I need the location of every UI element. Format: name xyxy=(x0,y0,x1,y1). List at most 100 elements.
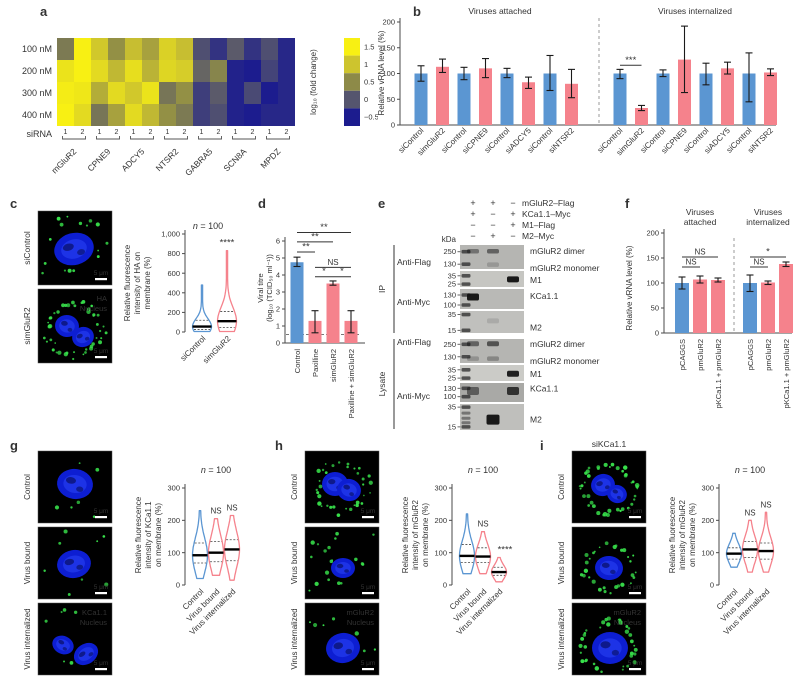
heatmap-cell xyxy=(91,60,108,82)
sirna-number: 2 xyxy=(81,129,85,136)
fluorescent-dot xyxy=(102,325,105,328)
nucleus-texture xyxy=(88,652,94,657)
fluorescent-dot xyxy=(84,348,88,351)
scale-label: 5 μm xyxy=(94,584,109,591)
heatmap-cell xyxy=(91,82,108,104)
violin-Control xyxy=(191,509,209,580)
heatmap-cell xyxy=(125,104,142,126)
fluorescent-dot xyxy=(76,500,81,505)
fluorescent-dot xyxy=(356,472,360,475)
colorbar-segment xyxy=(344,55,360,74)
bar-siADCY5 xyxy=(522,82,535,125)
fluorescent-dot xyxy=(606,616,611,621)
bar-siControl xyxy=(656,73,670,125)
fluorescent-dot xyxy=(580,484,584,488)
condition-label: M2–Myc xyxy=(522,231,555,241)
sirna-number: 2 xyxy=(183,129,187,136)
sirna-number: 2 xyxy=(251,129,255,136)
y-axis-label: (log₁₀ (TCID₅₀ ml⁻¹)) xyxy=(265,254,274,322)
y-tick-label: 300 xyxy=(167,484,180,493)
heatmap-cell xyxy=(227,60,244,82)
x-tick-label: Paxilline xyxy=(311,349,320,377)
heatmap-cell xyxy=(193,60,210,82)
fluorescent-dot xyxy=(625,625,629,628)
gene-label: GABRA5 xyxy=(183,146,215,178)
heatmap-cell xyxy=(176,82,193,104)
overlay-label: mGluR2 xyxy=(613,608,641,617)
image-row-label: Control xyxy=(557,474,566,500)
colorbar-segment xyxy=(344,38,360,56)
n-label: n = 100 xyxy=(735,465,765,475)
protein-band xyxy=(467,341,479,347)
fluorescent-dot xyxy=(331,617,336,621)
fluorescent-dot xyxy=(633,652,637,656)
fluorescent-dot xyxy=(72,269,76,273)
heatmap-cell xyxy=(261,82,278,104)
colorbar-tick: 0 xyxy=(364,95,368,104)
y-tick-label: 300 xyxy=(701,484,714,493)
fluorescent-dot xyxy=(48,237,52,241)
protein-band xyxy=(467,386,479,395)
heatmap-cell xyxy=(159,82,176,104)
image-row-label: Virus bound xyxy=(23,542,32,585)
condition-label: KCa1.1–Myc xyxy=(522,209,571,219)
condition-sign: + xyxy=(510,220,515,230)
fluorescent-dot xyxy=(600,670,603,674)
band-label: KCa1.1 xyxy=(530,383,559,393)
marker-weight: 15 xyxy=(448,422,456,431)
micrograph-frame xyxy=(37,602,113,676)
fluorescent-dot xyxy=(609,592,612,595)
fluorescent-dot xyxy=(360,562,364,566)
fluorescent-dot xyxy=(332,505,336,509)
heatmap-cell xyxy=(74,82,91,104)
fluorescent-dot xyxy=(606,622,611,627)
x-tick-label: simGluR2 xyxy=(329,349,338,382)
fluorescent-dot xyxy=(624,629,630,634)
fluorescent-dot xyxy=(100,337,103,340)
heatmap-cell xyxy=(210,38,227,60)
micrograph: 5 μm xyxy=(37,450,113,524)
x-tick-label: pKCa1.1 + pmGluR2 xyxy=(714,339,723,408)
heatmap-cell xyxy=(57,38,74,60)
fluorescent-dot xyxy=(589,500,594,505)
fluorescent-dot xyxy=(63,660,65,663)
fluorescent-dot xyxy=(629,560,632,563)
fluorescent-dot xyxy=(62,608,67,612)
fluorescent-dot xyxy=(583,481,586,484)
fluorescent-dot xyxy=(360,502,364,505)
nucleus-texture xyxy=(604,485,610,490)
panel-label: g xyxy=(10,438,18,453)
fluorescent-dot xyxy=(323,549,327,553)
bar-pCAGGS xyxy=(743,283,757,333)
fluorescent-dot xyxy=(98,329,102,333)
heatmap-cell xyxy=(57,104,74,126)
fluorescent-dot xyxy=(66,215,69,218)
heatmap-cell xyxy=(176,60,193,82)
panel-label: b xyxy=(413,4,421,19)
fluorescent-dot xyxy=(104,331,108,335)
fluorescent-dot xyxy=(357,466,361,470)
fluorescent-dot xyxy=(324,570,330,575)
fluorescent-dot xyxy=(610,462,615,467)
row-label: 200 nM xyxy=(22,66,52,76)
marker-band xyxy=(461,328,471,333)
fluorescent-dot xyxy=(588,557,591,560)
image-row-label: siControl xyxy=(22,231,32,265)
marker-band xyxy=(461,282,471,286)
fluorescent-dot xyxy=(90,304,93,308)
heatmap-cell xyxy=(193,82,210,104)
pair-bracket xyxy=(198,136,222,140)
fluorescent-dot xyxy=(78,462,81,465)
condition-sign: − xyxy=(490,209,495,219)
marker-weight: 35 xyxy=(448,403,456,412)
colorbar-tick: −0.5 xyxy=(364,113,378,122)
scale-bar xyxy=(629,668,641,671)
fluorescent-dot xyxy=(96,255,100,258)
scale-label: 5 μm xyxy=(94,660,109,667)
fluorescent-dot xyxy=(73,351,76,354)
row-label: 100 nM xyxy=(22,44,52,54)
fluorescent-dot xyxy=(604,541,609,546)
fluorescent-dot xyxy=(593,550,596,553)
scale-label: 5 μm xyxy=(361,584,376,591)
